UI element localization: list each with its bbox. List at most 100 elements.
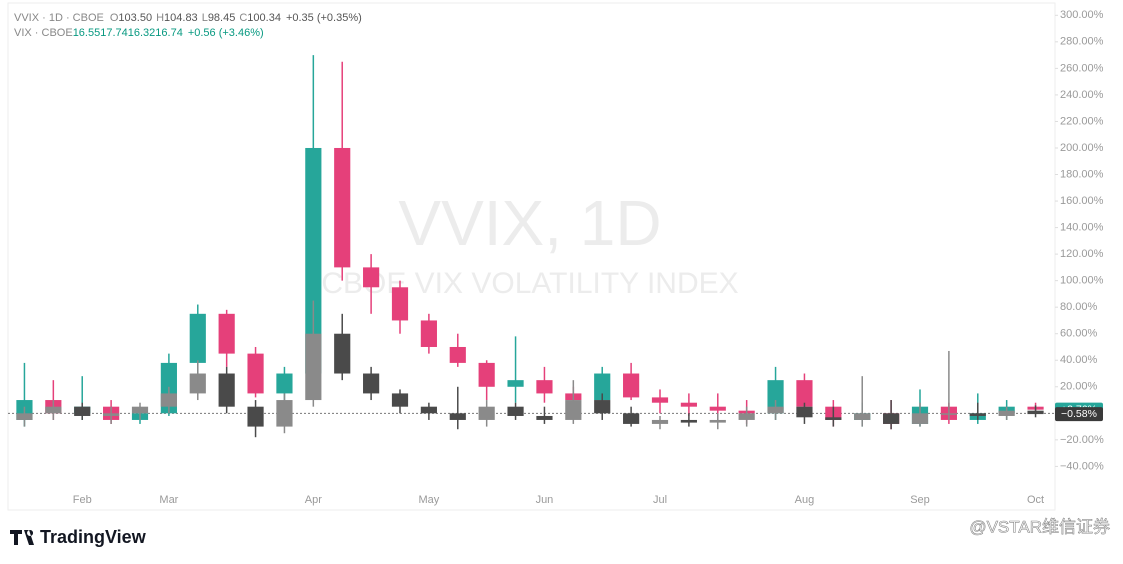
legend-value: 16.55 <box>73 27 101 39</box>
x-tick-label: Jul <box>653 494 667 506</box>
candle-body <box>709 406 726 411</box>
candle-body <box>651 419 669 424</box>
legend-value: 98.45 <box>208 12 236 24</box>
legend-key: L <box>202 12 208 24</box>
candle-body <box>131 406 149 414</box>
candle-body <box>536 380 553 394</box>
candle-body <box>276 373 293 394</box>
brand-name: TradingView <box>40 527 147 547</box>
candle-body <box>854 413 871 420</box>
last-value-badge <box>1055 407 1103 422</box>
candle-body <box>391 393 409 407</box>
watermark: CBOE VIX VOLATILITY INDEX <box>321 267 738 300</box>
candle-body <box>449 346 466 363</box>
y-tick-label: 40.00% <box>1060 354 1098 366</box>
candle-body <box>969 413 986 416</box>
candle-body <box>189 313 206 363</box>
candle-body <box>738 413 755 420</box>
series-vvix <box>16 300 1044 438</box>
candle-body <box>363 373 380 394</box>
candle-body <box>507 406 524 416</box>
candle-body <box>767 406 784 414</box>
candle-body <box>536 415 553 420</box>
y-tick-label: 20.00% <box>1060 381 1098 393</box>
watermark: VVIX, 1D <box>398 187 661 259</box>
candle-body <box>247 406 264 427</box>
candle-body <box>363 267 380 288</box>
candle-body <box>247 353 264 394</box>
plot-frame <box>7 2 1056 511</box>
candle-body <box>507 380 524 387</box>
candle-body <box>680 402 697 407</box>
legend-change: +0.56 (+3.46%) <box>188 27 264 39</box>
y-tick-label: 200.00% <box>1060 142 1104 154</box>
candle-body <box>767 380 784 414</box>
x-tick-label: Apr <box>305 494 322 506</box>
brand-logo <box>10 530 34 545</box>
candle-body <box>449 413 466 420</box>
legend-value: 104.83 <box>164 12 198 24</box>
candle-body <box>305 333 322 401</box>
candle-body <box>420 406 437 414</box>
candle-body <box>45 406 62 414</box>
candle-body <box>334 147 351 268</box>
brand: TradingView <box>10 527 147 547</box>
y-tick-label: 80.00% <box>1060 301 1098 313</box>
legend-key: H <box>156 12 164 24</box>
candle-body <box>680 419 697 423</box>
candle-body <box>218 313 235 354</box>
candle-body <box>16 413 33 420</box>
candle-body <box>478 406 495 420</box>
candle-body <box>276 400 293 427</box>
y-tick-label: −40.00% <box>1060 460 1104 472</box>
candle-body <box>74 406 91 416</box>
legend-key: C <box>239 12 247 24</box>
y-tick-label: 60.00% <box>1060 328 1098 340</box>
last-value-label: −0.58% <box>1061 408 1097 420</box>
candle-body <box>623 413 640 424</box>
legend-row: VIX · CBOE16.5517.7416.3216.74 +0.56 (+3.… <box>14 27 264 39</box>
candle-body <box>883 413 900 424</box>
legend-key: O <box>110 12 119 24</box>
x-tick-label: May <box>418 494 439 506</box>
y-tick-label: 120.00% <box>1060 248 1104 260</box>
legend-value: 103.50 <box>118 12 152 24</box>
candle-body <box>825 417 842 420</box>
x-tick-label: Aug <box>795 494 815 506</box>
candle-body <box>1027 410 1044 415</box>
legend-value: 100.34 <box>247 12 281 24</box>
candle-body <box>651 397 669 403</box>
legend-value: 16.74 <box>155 27 183 39</box>
y-tick-label: −20.00% <box>1060 434 1104 446</box>
y-tick-label: 140.00% <box>1060 221 1104 233</box>
legend-value: 17.74 <box>100 27 128 39</box>
y-tick-label: 160.00% <box>1060 195 1104 207</box>
candle-body <box>189 373 206 394</box>
candle-body <box>594 400 611 414</box>
candle-body <box>796 406 813 418</box>
candle-body <box>796 380 813 407</box>
candle-body <box>940 413 957 415</box>
candle-body <box>305 147 322 374</box>
x-tick-label: Feb <box>73 494 92 506</box>
y-tick-label: 300.00% <box>1060 9 1104 21</box>
x-tick-label: Mar <box>159 494 178 506</box>
candle-body <box>478 362 495 387</box>
candle-body <box>998 410 1015 416</box>
y-tick-label: 240.00% <box>1060 89 1104 101</box>
y-tick-label: 180.00% <box>1060 168 1104 180</box>
x-tick-label: Jun <box>536 494 554 506</box>
candle-body <box>160 393 177 407</box>
y-tick-label: 260.00% <box>1060 62 1104 74</box>
legend-name: VVIX · 1D · CBOE <box>14 12 104 24</box>
candle-body <box>911 413 929 424</box>
x-tick-label: Oct <box>1027 494 1044 506</box>
candle-body <box>103 413 120 416</box>
legend-value: 16.32 <box>128 27 156 39</box>
candle-body <box>334 333 351 374</box>
candle-body <box>594 373 611 401</box>
candle-body <box>218 373 235 407</box>
y-tick-label: 100.00% <box>1060 275 1104 287</box>
candle-body <box>623 373 640 398</box>
